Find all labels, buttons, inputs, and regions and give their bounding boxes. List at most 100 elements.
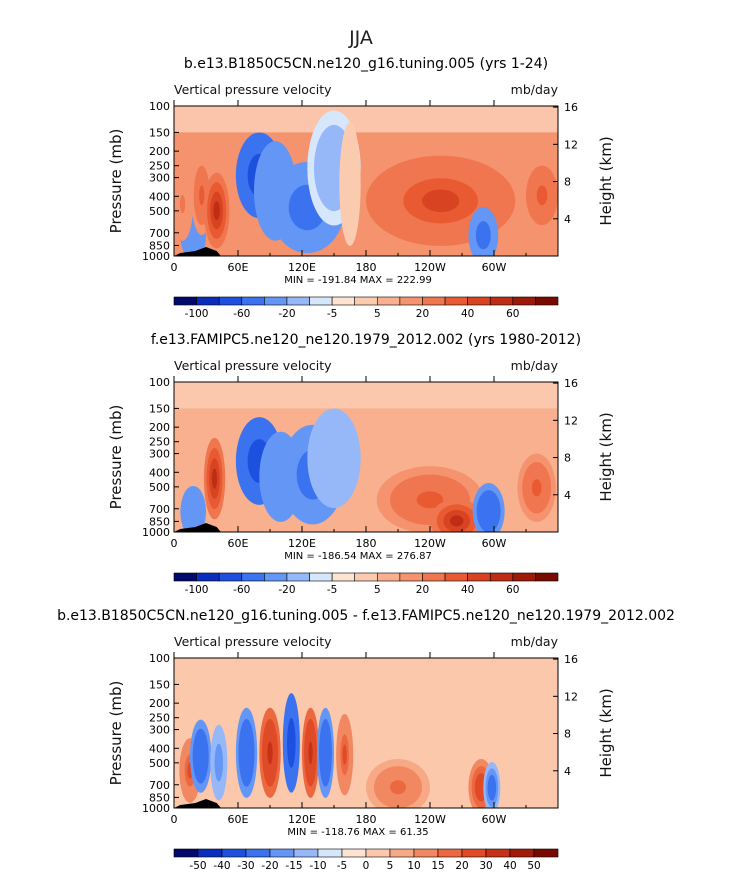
colorbar-label: -20 xyxy=(261,860,278,872)
colorbar-label: 20 xyxy=(416,308,429,320)
min-max-stats: MIN = -186.54 MAX = 276.87 xyxy=(284,551,432,562)
y-tick-label: 100 xyxy=(149,100,170,113)
colorbar-swatch xyxy=(535,572,559,582)
colorbar: -50 -40 -30 -20 -15 -10 -5 0 5 10 15 20 30 40 50 xyxy=(173,848,559,872)
x-tick-label: 180 xyxy=(356,261,377,274)
colorbar-swatch xyxy=(196,296,220,306)
upper-level-band xyxy=(174,658,558,685)
field-feature xyxy=(327,153,341,183)
colorbar-swatch xyxy=(309,296,333,306)
height-tick-label: 8 xyxy=(564,728,571,741)
field-feature xyxy=(489,781,494,795)
field-feature xyxy=(390,780,406,795)
field-feature xyxy=(342,744,347,765)
y-tick-label: 400 xyxy=(149,190,170,203)
colorbar-label: -40 xyxy=(213,860,230,872)
height-tick-label: 16 xyxy=(564,653,578,666)
colorbar-swatch xyxy=(512,296,536,306)
colorbar-swatch xyxy=(467,572,491,582)
colorbar-label: 40 xyxy=(461,308,474,320)
field-plot xyxy=(174,106,558,256)
colorbar-swatch xyxy=(422,296,446,306)
units-label: mb/day xyxy=(511,82,559,97)
y-tick-label: 200 xyxy=(149,145,170,158)
colorbar-label: 5 xyxy=(387,860,394,872)
y-axis-label: Pressure (mb) xyxy=(107,405,125,510)
panels: b.e13.B1850C5CN.ne120_g16.tuning.005 (yr… xyxy=(57,56,675,872)
y-tick-label: 850 xyxy=(149,515,170,528)
colorbar-swatch xyxy=(317,848,343,858)
colorbar-swatch xyxy=(461,848,487,858)
colorbar-label: 60 xyxy=(506,308,519,320)
field-feature xyxy=(531,479,542,497)
height-tick-label: 16 xyxy=(564,101,578,114)
colorbar-swatch xyxy=(399,572,423,582)
figure-title: JJA xyxy=(348,27,373,49)
height-tick-label: 12 xyxy=(564,414,578,427)
colorbar-swatch xyxy=(413,848,439,858)
height-axis-label: Height (km) xyxy=(597,412,615,501)
field-feature xyxy=(484,504,493,519)
y-tick-label: 400 xyxy=(149,742,170,755)
field-feature xyxy=(347,168,353,200)
field-feature xyxy=(190,230,197,242)
variable-label: Vertical pressure velocity xyxy=(174,82,332,97)
colorbar-label: -60 xyxy=(233,308,250,320)
colorbar-label: 20 xyxy=(455,860,468,872)
height-tick-label: 4 xyxy=(564,765,571,778)
min-max-stats: MIN = -191.84 MAX = 222.99 xyxy=(284,275,432,286)
colorbar-swatch xyxy=(509,848,535,858)
y-tick-label: 250 xyxy=(149,160,170,173)
y-tick-label: 700 xyxy=(149,503,170,516)
colorbar-swatch xyxy=(422,572,446,582)
topography xyxy=(174,799,221,808)
colorbar-swatch xyxy=(241,572,265,582)
colorbar-swatch xyxy=(533,848,559,858)
y-tick-label: 500 xyxy=(149,481,170,494)
x-tick-label: 120E xyxy=(288,261,316,274)
y-tick-label: 100 xyxy=(149,376,170,389)
field-feature xyxy=(298,196,317,219)
colorbar-label: -60 xyxy=(233,584,250,596)
field-feature xyxy=(198,747,204,766)
colorbar-swatch xyxy=(196,572,220,582)
colorbar-label: 50 xyxy=(527,860,540,872)
colorbar-label: -30 xyxy=(237,860,254,872)
colorbar-swatch xyxy=(485,848,511,858)
variable-label: Vertical pressure velocity xyxy=(174,358,332,373)
colorbar-swatch xyxy=(399,296,423,306)
x-tick-label: 120E xyxy=(288,537,316,550)
y-tick-label: 400 xyxy=(149,466,170,479)
y-tick-label: 100 xyxy=(149,652,170,665)
y-axis-label: Pressure (mb) xyxy=(107,129,125,234)
colorbar-swatch xyxy=(365,848,391,858)
field-feature xyxy=(199,185,205,206)
colorbar-swatch xyxy=(489,296,514,306)
variable-label: Vertical pressure velocity xyxy=(174,634,332,649)
x-tick-label: 60W xyxy=(482,261,507,274)
colorbar-swatch xyxy=(173,572,197,582)
y-tick-label: 850 xyxy=(149,791,170,804)
colorbar-label: -20 xyxy=(278,308,295,320)
colorbar-swatch xyxy=(173,848,199,858)
colorbar-swatch xyxy=(286,296,310,306)
x-tick-label: 120W xyxy=(414,813,446,826)
min-max-stats: MIN = -118.76 MAX = 61.35 xyxy=(287,827,428,838)
colorbar-label: 10 xyxy=(407,860,420,872)
topography xyxy=(174,247,221,256)
field-feature xyxy=(323,741,328,765)
x-tick-label: 0 xyxy=(171,537,178,550)
panel-title: b.e13.B1850C5CN.ne120_g16.tuning.005 - f… xyxy=(57,608,675,624)
colorbar-swatch xyxy=(309,572,333,582)
y-tick-label: 1000 xyxy=(142,802,170,815)
height-tick-label: 4 xyxy=(564,489,571,502)
colorbar-label: 5 xyxy=(374,308,381,320)
colorbar-label: 60 xyxy=(506,584,519,596)
units-label: mb/day xyxy=(511,634,559,649)
field-feature xyxy=(422,189,460,213)
x-tick-label: 60W xyxy=(482,813,507,826)
height-tick-label: 8 xyxy=(564,452,571,465)
colorbar-swatch xyxy=(269,848,295,858)
y-tick-label: 250 xyxy=(149,436,170,449)
